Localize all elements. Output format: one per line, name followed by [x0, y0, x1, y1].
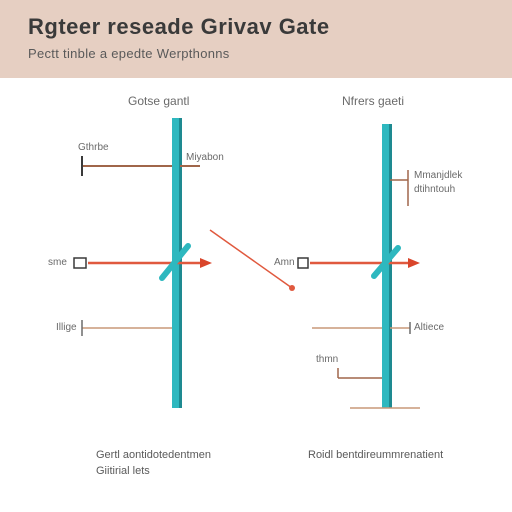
left-top-left-label: Gthrbe	[78, 142, 109, 153]
right-top1-label: Mmanjdlek	[414, 170, 462, 181]
left-bottom-label: Illige	[56, 322, 77, 333]
header: Rgteer reseade Grivav Gate Pectt tinble …	[0, 0, 512, 78]
diagram-area: Gotse gantl Nfrers gaeti Gthrbe Miyabon …	[0, 78, 512, 512]
right-column-heading: Nfrers gaeti	[342, 94, 404, 108]
page-title: Rgteer reseade Grivav Gate	[28, 14, 484, 40]
left-top-right-label: Miyabon	[186, 152, 224, 163]
right-top2-label: dtihntouh	[414, 184, 455, 195]
right-bottom-right-label: Altiece	[414, 322, 444, 333]
left-column-heading: Gotse gantl	[128, 94, 189, 108]
page-subtitle: Pectt tinble a epedte Werpthonns	[28, 46, 484, 61]
left-mid-label: sme	[48, 257, 67, 268]
right-bottom-left-label: thmn	[316, 354, 338, 365]
right-caption-1: Roidl bentdireummrenatient	[308, 448, 443, 462]
right-mid-label: Amn	[274, 257, 295, 268]
left-caption-2: Giitirial lets	[96, 464, 150, 478]
left-caption-1: Gertl aontidotedentmen	[96, 448, 211, 462]
diagram-svg	[0, 78, 512, 512]
